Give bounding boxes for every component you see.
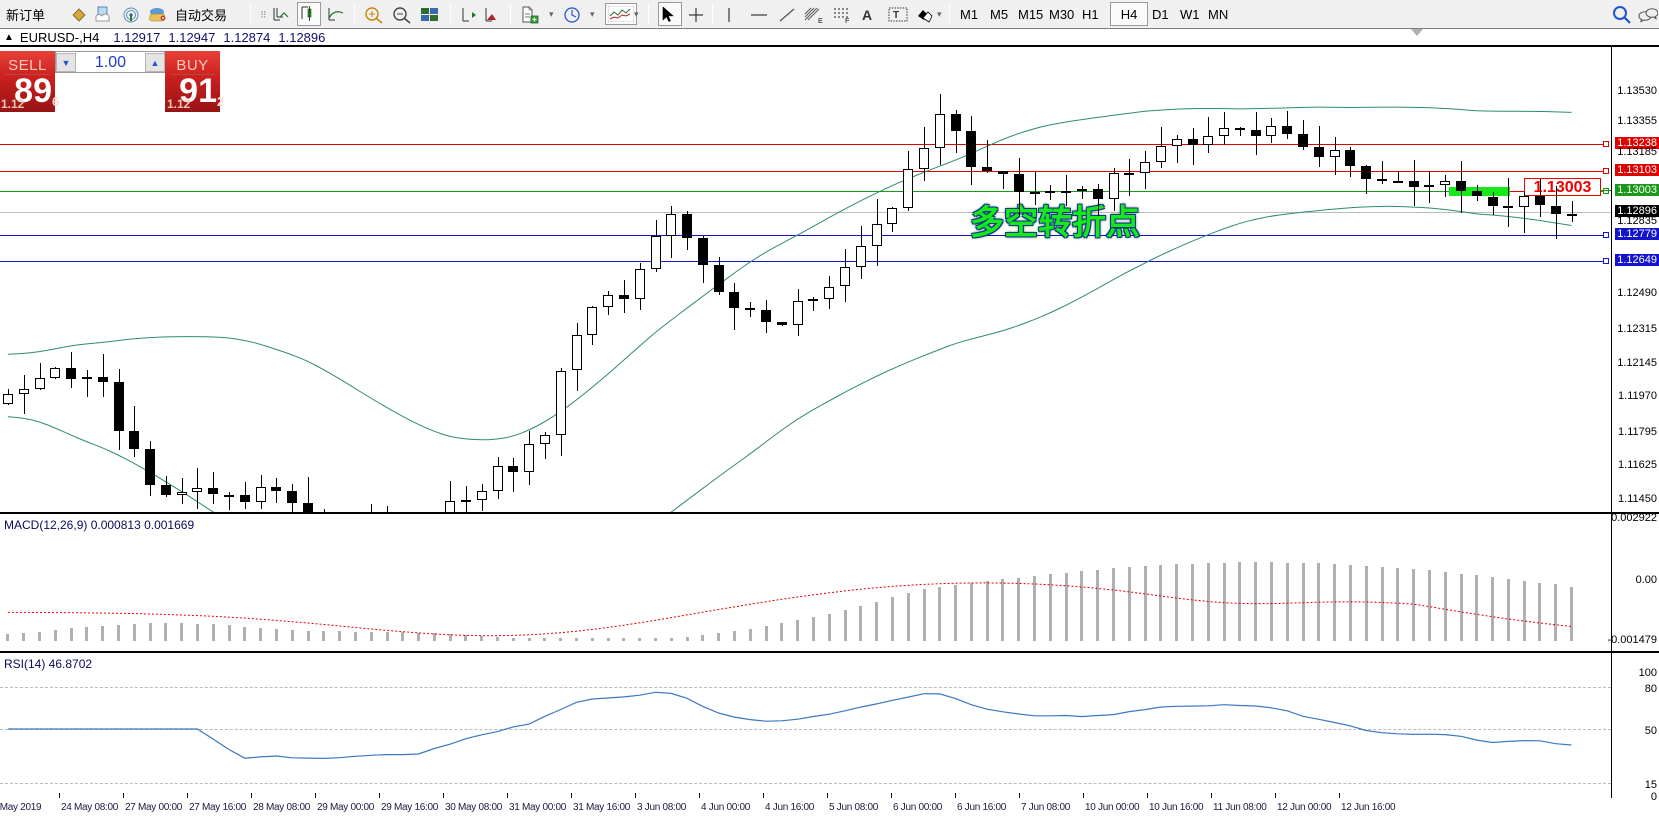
svg-text:T: T <box>893 10 899 21</box>
svg-text:F: F <box>845 18 850 24</box>
svg-text:E: E <box>818 18 823 24</box>
